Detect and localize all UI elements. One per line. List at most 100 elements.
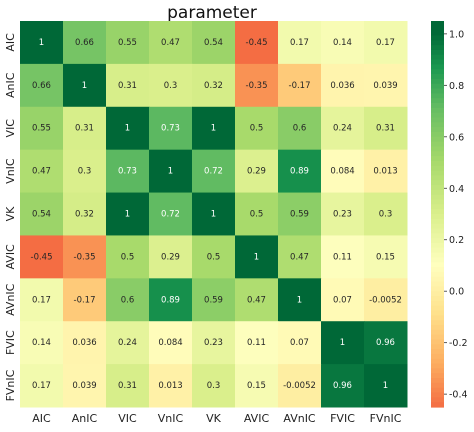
- cell-value-label: 1: [340, 338, 345, 348]
- colorbar-segment: [431, 25, 444, 32]
- heatmap-cell: [63, 63, 107, 108]
- cell-value-label: 0.14: [333, 38, 352, 48]
- cell-value-label: 1: [254, 252, 259, 262]
- cell-value-label: 0.5: [250, 124, 264, 134]
- cell-value-label: 0.17: [376, 38, 395, 48]
- colorbar-segment: [431, 276, 444, 283]
- colorbar-segment: [431, 324, 444, 331]
- colorbar-segment: [431, 103, 444, 109]
- heatmap-cell: [192, 149, 236, 194]
- colorbar-segment: [431, 209, 444, 215]
- y-tick-label: FVnIC: [4, 369, 17, 401]
- heatmap-cell: [321, 364, 365, 408]
- heatmap-cell: [321, 149, 365, 194]
- x-tick-label: AnIC: [72, 412, 98, 425]
- heatmap-cell: [63, 192, 107, 236]
- cell-value-label: 0.07: [333, 295, 352, 305]
- x-tick-label: VIC: [118, 412, 137, 425]
- colorbar-tick-label: 0.0: [449, 287, 464, 298]
- cell-value-label: 0.31: [75, 124, 94, 134]
- heatmap-cell: [20, 63, 64, 108]
- cell-value-label: 1: [82, 81, 87, 91]
- cell-value-label: 0.89: [290, 167, 309, 177]
- cell-value-label: 0.47: [32, 167, 51, 177]
- y-tick-label: AVIC: [4, 244, 17, 270]
- heatmap-cell: [364, 321, 408, 365]
- y-tick-label: FVIC: [4, 330, 17, 355]
- colorbar-segment: [431, 353, 444, 360]
- heatmap-cell: [321, 106, 365, 151]
- x-tick-label: AVnIC: [283, 412, 316, 425]
- colorbar-segment: [431, 88, 444, 94]
- cell-value-label: -0.17: [74, 295, 96, 305]
- cell-value-label: 0.23: [333, 210, 352, 220]
- cell-value-label: 1: [297, 295, 302, 305]
- x-tick-label: VK: [206, 412, 222, 425]
- heatmap-cell: [149, 149, 193, 194]
- colorbar-tick-label: -0.4: [449, 390, 468, 401]
- cell-value-label: 0.72: [204, 167, 223, 177]
- colorbar-segment: [431, 402, 444, 408]
- heatmap-cell: [20, 106, 64, 151]
- heatmap-cell: [364, 235, 408, 279]
- colorbar-segment: [431, 247, 444, 254]
- heatmap-cell: [106, 21, 150, 65]
- heatmap-cell: [321, 278, 365, 322]
- heatmap-cell: [278, 321, 322, 365]
- colorbar-segment: [431, 257, 444, 263]
- colorbar-segment: [431, 54, 444, 61]
- heatmap-cell: [20, 364, 64, 408]
- colorbar-segment: [431, 93, 444, 99]
- cell-value-label: 0.17: [290, 38, 309, 48]
- colorbar-tick-label: 0.8: [449, 81, 464, 92]
- heatmap-cell: [106, 278, 150, 322]
- colorbar-segment: [431, 59, 444, 66]
- cell-value-label: 0.3: [207, 381, 221, 391]
- heatmap-cell: [192, 63, 236, 108]
- heatmap-cell: [63, 364, 107, 408]
- cell-value-label: 0.73: [161, 124, 180, 134]
- cell-value-label: 0.039: [72, 381, 96, 391]
- heatmap-cell: [192, 364, 236, 408]
- cell-value-label: 0.54: [32, 210, 51, 220]
- heatmap-cell: [235, 63, 279, 108]
- cell-value-label: 0.013: [158, 381, 182, 391]
- cell-value-label: 1: [383, 381, 388, 391]
- cell-value-label: 0.6: [121, 295, 135, 305]
- heatmap-cell: [235, 149, 279, 194]
- cell-value-label: -0.0052: [369, 295, 402, 305]
- heatmap-cell: [192, 106, 236, 151]
- cell-value-label: 0.47: [161, 38, 180, 48]
- cell-value-label: 0.084: [330, 167, 354, 177]
- cell-value-label: 0.31: [118, 81, 137, 91]
- cell-value-label: 0.24: [333, 124, 352, 134]
- y-tick-label: AVnIC: [4, 283, 17, 316]
- colorbar-segment: [431, 112, 444, 119]
- heatmap-cell: [235, 21, 279, 65]
- heatmap-cell: [192, 321, 236, 365]
- x-tick-label: AIC: [32, 412, 51, 425]
- heatmap-cell: [278, 364, 322, 408]
- colorbar-segment: [431, 30, 444, 37]
- cell-value-label: 0.5: [121, 252, 135, 262]
- colorbar-tick-label: 0.4: [449, 184, 464, 195]
- cell-value-label: 0.55: [118, 38, 137, 48]
- colorbar-segment: [431, 315, 444, 321]
- colorbar-segment: [431, 382, 444, 389]
- heatmap-cell: [364, 364, 408, 408]
- heatmap-cell: [278, 21, 322, 65]
- x-tick-label: AVIC: [244, 412, 270, 425]
- cell-value-label: 0.013: [373, 167, 397, 177]
- cell-value-label: 0.32: [204, 81, 223, 91]
- cell-value-label: 0.11: [247, 338, 266, 348]
- colorbar-segment: [431, 98, 444, 104]
- colorbar-segment: [431, 368, 444, 374]
- cell-value-label: 0.3: [379, 210, 393, 220]
- heatmap-cell: [20, 149, 64, 194]
- colorbar-segment: [431, 136, 444, 143]
- colorbar-segment: [431, 310, 444, 316]
- heatmap-cell: [192, 192, 236, 236]
- cell-value-label: 0.3: [164, 81, 178, 91]
- y-tick-label: VIC: [4, 119, 17, 138]
- heatmap-cell: [278, 106, 322, 151]
